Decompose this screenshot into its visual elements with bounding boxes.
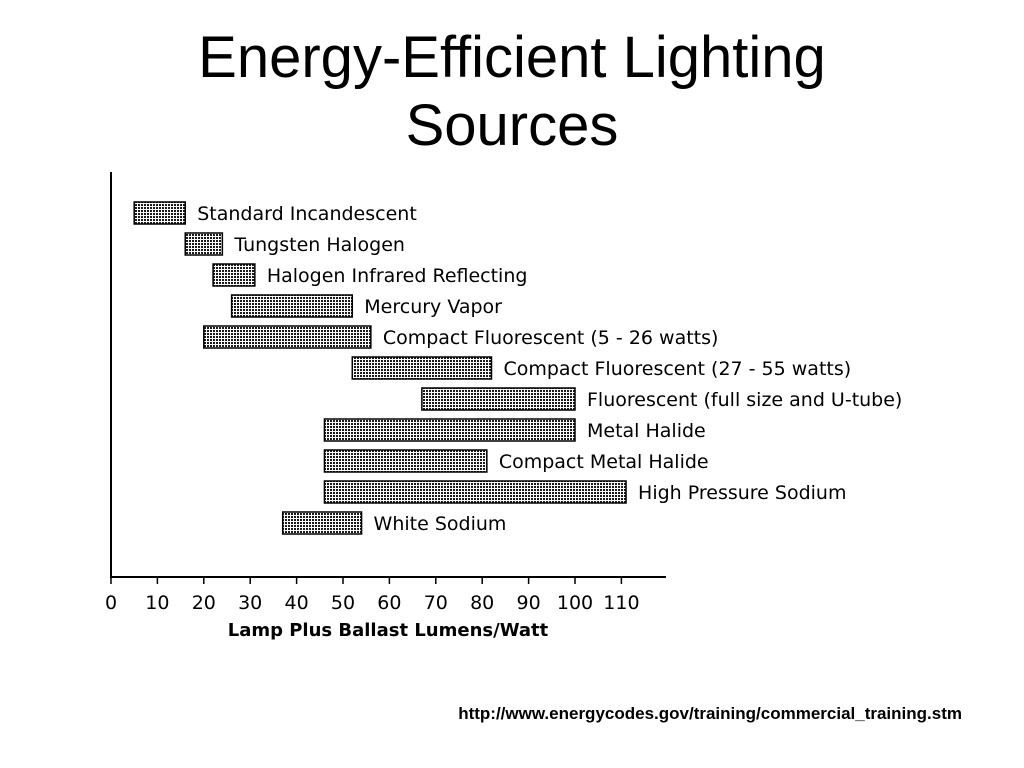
bar-0 [133,201,186,225]
x-tick-label-5: 50 [331,592,355,614]
bar-label-0: Standard Incandescent [197,203,417,225]
x-tick-label-2: 20 [192,592,216,614]
chart-bar-labels: Standard Incandescent Tungsten Halogen Hal… [197,203,902,535]
bar-2 [212,263,256,287]
bar-label-3: Mercury Vapor [364,296,502,318]
x-tick-label-0: 0 [105,592,117,614]
bar-label-9: High Pressure Sodium [638,482,846,504]
bar-label-2: Halogen Infrared Reflecting [267,265,528,287]
slide-title-line-1: Energy-Efficient Lighting [198,25,826,90]
bar-6 [421,387,576,411]
bar-4 [203,325,372,349]
bar-7 [323,418,576,442]
source-url-text: http://www.energycodes.gov/training/comm… [458,704,962,723]
chart-bars [133,201,627,535]
bar-label-6: Fluorescent (full size and U-tube) [587,389,902,411]
bar-label-4: Compact Fluorescent (5 - 26 watts) [383,327,719,349]
slide-title: Energy-Efficient Lighting Sources [0,24,1024,160]
bar-8 [323,449,488,473]
bar-label-1: Tungsten Halogen [233,234,405,256]
x-tick-label-10: 100 [557,592,593,614]
x-tick-label-3: 30 [238,592,262,614]
x-tick-label-9: 90 [517,592,541,614]
bar-9 [323,480,627,504]
bar-10 [281,511,363,535]
x-tick-label-1: 10 [145,592,169,614]
bar-label-10: White Sodium [374,513,507,535]
x-axis-title: Lamp Plus Ballast Lumens/Watt [228,620,549,641]
bar-label-8: Compact Metal Halide [499,451,709,473]
slide-title-line-2: Sources [405,93,619,158]
chart-x-ticks: 0 10 20 30 40 50 60 70 80 90 100 110 [105,577,640,614]
x-tick-label-4: 40 [285,592,309,614]
x-tick-label-6: 60 [377,592,401,614]
bar-5 [351,356,493,380]
bar-1 [184,232,224,256]
bar-label-7: Metal Halide [587,420,706,442]
x-tick-label-7: 70 [424,592,448,614]
bar-3 [230,294,354,318]
bar-label-5: Compact Fluorescent (27 - 55 watts) [503,358,851,380]
x-tick-label-8: 80 [470,592,494,614]
x-tick-label-11: 110 [603,592,639,614]
